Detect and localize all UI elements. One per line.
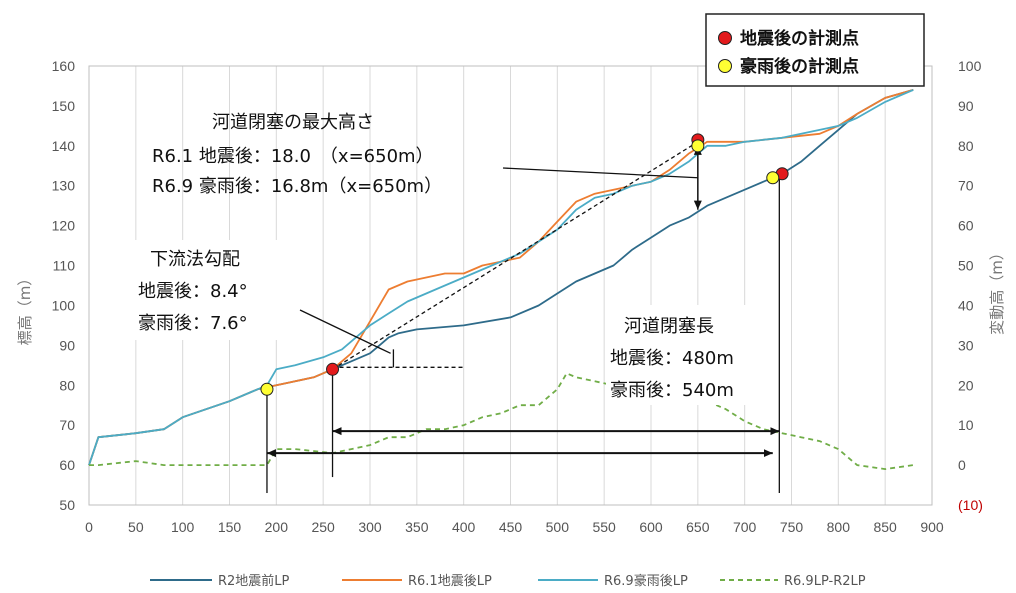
y-left-tick-label-140: 140 [52,138,76,154]
y-right-tick-label-80: 80 [958,138,974,154]
max-height-leader-line [502,167,698,179]
y-left-tick-label-120: 120 [52,218,76,234]
x-tick-label-900: 900 [920,519,944,535]
x-tick-label-100: 100 [171,519,195,535]
y-left-tick-label-130: 130 [52,178,76,194]
marker-legend-red-icon [718,31,732,45]
legend-diff-label: R6.9LP-R2LP [784,574,866,589]
y-right-tick-label-30: 30 [958,337,974,353]
legend-r2-label: R2地震前LP [218,573,290,589]
x-tick-label-400: 400 [452,519,476,535]
plot-frame [88,65,933,506]
y-right-tick-label-90: 90 [958,98,974,114]
y-right-tick-label-60: 60 [958,218,974,234]
y-left-tick-label-80: 80 [59,377,75,393]
y-left-tick-label-160: 160 [52,58,76,74]
y-left-tick-label-70: 70 [59,417,75,433]
y-right-axis-ticks: (10) 0 10 20 30 40 50 60 70 80 90 100 [958,58,983,513]
x-tick-label-350: 350 [405,519,429,535]
x-tick-label-850: 850 [873,519,897,535]
marker-legend: 地震後の計測点 豪雨後の計測点 [705,13,925,87]
length-label-bg [606,305,770,405]
y-right-tick-label-100: 100 [958,58,982,74]
x-tick-label-150: 150 [218,519,242,535]
x-tick-label-650: 650 [686,519,710,535]
y-left-tick-label-60: 60 [59,457,75,473]
x-tick-label-250: 250 [311,519,335,535]
max-height-rain: R6.9 豪雨後：16.8m（x=650m） [152,176,442,197]
y-right-tick-label-0: 0 [958,457,966,473]
slope-earthquake: 地震後：8.4° [138,281,248,302]
y-left-tick-label-90: 90 [59,337,75,353]
series-diff-line [89,372,914,471]
y-left-tick-label-100: 100 [52,297,76,313]
marker-legend-rain: 豪雨後の計測点 [740,56,859,77]
marker-legend-box [705,13,925,87]
x-tick-label-50: 50 [128,519,144,535]
y-left-tick-label-50: 50 [59,497,75,513]
x-tick-label-450: 450 [499,519,523,535]
y-right-tick-label-(10): (10) [958,497,983,513]
length-rain: 豪雨後：540m [610,380,734,401]
y-left-tick-label-150: 150 [52,98,76,114]
measurement-markers [260,133,789,396]
slope-label-bg [132,240,282,340]
x-tick-label-300: 300 [358,519,382,535]
marker-legend-earthquake: 地震後の計測点 [740,28,859,49]
y-left-tick-label-110: 110 [53,258,76,274]
x-axis-ticks: 0 50 100 150 200 250 300 350 400 450 500 550 600 650 7… [85,519,944,535]
x-tick-label-800: 800 [827,519,851,535]
x-tick-label-750: 750 [780,519,804,535]
slope-title: 下流法勾配 [150,249,240,270]
y-left-axis-ticks: 50 60 70 80 90 100 110 120 130 140 150 160 [52,58,76,513]
measurement-point-rain-3 [691,139,705,153]
x-tick-label-500: 500 [546,519,570,535]
measurement-point-earthquake-1 [326,362,340,376]
annotation-guides [266,141,780,494]
x-tick-label-550: 550 [592,519,616,535]
y-right-tick-label-40: 40 [958,297,974,313]
y-right-tick-label-10: 10 [958,417,974,433]
marker-legend-yellow-icon [718,59,732,73]
slope-rain: 豪雨後：7.6° [138,313,248,334]
x-tick-label-0: 0 [85,519,93,535]
length-title: 河道閉塞長 [624,316,714,337]
y-right-tick-label-70: 70 [958,178,974,194]
y-left-axis-title: 標高（m） [16,271,34,346]
y-right-tick-label-20: 20 [958,377,974,393]
max-height-earthquake: R6.1 地震後：18.0 （x=650m） [152,146,434,167]
x-tick-label-700: 700 [733,519,757,535]
legend-r61-label: R6.1地震後LP [408,574,492,589]
max-height-title: 河道閉塞の最大高さ [212,112,374,133]
slope-leader-line [299,309,391,354]
legend-r69-label: R6.9豪雨後LP [604,573,688,589]
length-earthquake: 地震後：480m [610,348,734,369]
slope-dashed-line [332,141,699,370]
y-right-axis-title: 変動高（m） [988,245,1006,335]
x-tick-label-200: 200 [265,519,289,535]
x-tick-label-600: 600 [639,519,663,535]
series-legend: R2地震前LP R6.1地震後LP R6.9豪雨後LP R6.9LP-R2LP [150,573,866,589]
measurement-point-rain-4 [260,382,274,396]
y-right-tick-label-50: 50 [958,258,974,274]
measurement-point-rain-5 [766,171,780,185]
